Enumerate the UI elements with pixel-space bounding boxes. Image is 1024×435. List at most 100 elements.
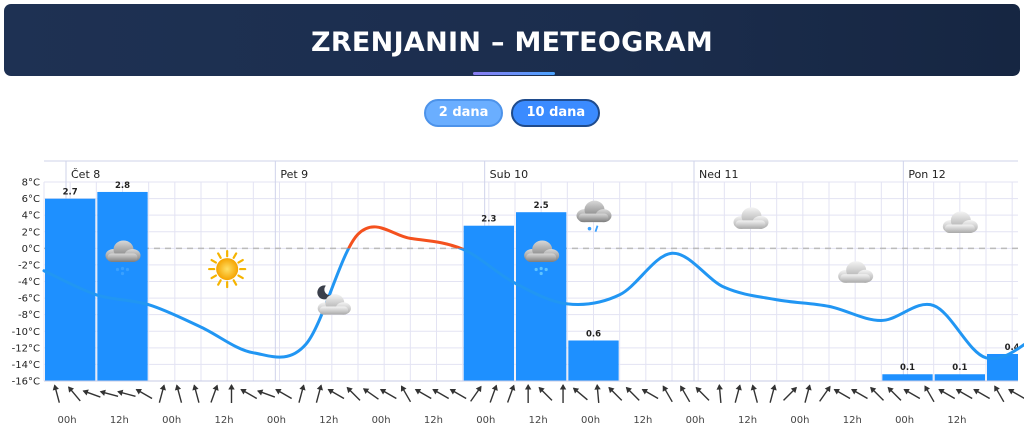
y-tick-label: 6°C	[22, 194, 40, 205]
wind-arrow	[228, 384, 235, 403]
tab-10-days[interactable]: 10 dana	[511, 99, 601, 127]
precipitation-label: 0.1	[900, 363, 915, 373]
wind-arrow	[1008, 388, 1024, 400]
wind-arrow	[158, 384, 166, 403]
wind-arrow	[524, 384, 532, 403]
wind-arrow	[833, 388, 851, 400]
precipitation-label: 2.8	[115, 181, 130, 191]
x-tick-label: 00h	[790, 415, 809, 426]
wind-arrow	[275, 388, 292, 400]
wind-arrow	[887, 386, 902, 401]
y-tick-label: -16°C	[12, 377, 40, 388]
y-tick-label: 4°C	[22, 211, 40, 222]
precipitation-bar	[97, 191, 148, 381]
y-tick-label: 8°C	[22, 178, 40, 189]
tab-2-days[interactable]: 2 dana	[423, 99, 504, 127]
wind-arrow	[973, 388, 990, 400]
wind-arrow	[82, 389, 101, 398]
range-tabs: 2 dana 10 dana	[0, 99, 1024, 127]
y-tick-label: -4°C	[18, 277, 40, 288]
precipitation-label: 2.3	[481, 215, 496, 225]
wind-arrow	[924, 385, 935, 403]
wind-arrow	[192, 384, 200, 403]
x-tick-label: 00h	[57, 415, 76, 426]
day-label: Pet 9	[280, 168, 308, 181]
title-underline	[473, 72, 555, 75]
x-tick-label: 12h	[110, 415, 129, 426]
precipitation-bar	[882, 374, 933, 381]
wind-arrow	[449, 388, 467, 400]
wind-arrow	[414, 388, 432, 400]
x-tick-label: 12h	[215, 415, 234, 426]
wind-arrow	[903, 388, 921, 400]
wind-arrow	[769, 384, 777, 403]
precipitation-label: 0.6	[586, 329, 601, 339]
wind-arrow	[608, 386, 623, 401]
wind-arrow	[432, 388, 450, 400]
x-tick-label: 12h	[633, 415, 652, 426]
y-tick-label: -8°C	[18, 310, 40, 321]
wind-arrow	[240, 388, 258, 400]
wind-arrow	[362, 388, 379, 400]
x-tick-label: 00h	[895, 415, 914, 426]
wind-arrow	[734, 384, 742, 403]
x-tick-label: 12h	[843, 415, 862, 426]
cloud-sleet-icon	[576, 200, 612, 232]
y-tick-label: -2°C	[18, 260, 40, 271]
wind-arrow	[68, 386, 81, 402]
precipitation-bar	[568, 340, 619, 381]
page-title: ZRENJANIN – METEOGRAM	[310, 27, 714, 58]
y-tick-label: -12°C	[12, 343, 40, 354]
precipitation-label: 2.7	[63, 188, 78, 198]
wind-arrow	[327, 388, 345, 400]
wind-arrow	[662, 385, 673, 403]
wind-arrow	[470, 385, 482, 402]
wind-arrow	[298, 384, 306, 403]
x-tick-label: 12h	[319, 415, 338, 426]
wind-arrow	[641, 388, 659, 400]
day-label: Čet 8	[71, 168, 100, 181]
cloud-icon	[838, 261, 874, 283]
wind-arrow	[819, 385, 831, 402]
precipitation-bar	[45, 198, 96, 381]
x-tick-label: 00h	[162, 415, 181, 426]
temperature-line-above-zero	[347, 225, 465, 249]
cloud-icon	[942, 211, 978, 233]
wind-arrow	[52, 384, 61, 403]
x-tick-label: 12h	[947, 415, 966, 426]
wind-arrow	[783, 386, 797, 401]
wind-arrow	[257, 389, 276, 398]
wind-arrow	[117, 389, 136, 398]
cloud-snow-icon	[524, 240, 560, 276]
wind-arrow	[379, 388, 397, 400]
wind-arrow	[750, 384, 759, 403]
wind-arrow	[174, 384, 183, 403]
wind-arrows	[52, 384, 1024, 404]
cloud-icon	[733, 207, 769, 229]
y-tick-label: 2°C	[22, 227, 40, 238]
cloud-rain-icon	[105, 240, 141, 276]
x-tick-label: 12h	[529, 415, 548, 426]
wind-arrow	[400, 385, 412, 403]
day-label: Sub 10	[490, 168, 528, 181]
wind-arrow	[538, 386, 553, 401]
x-tick-label: 00h	[686, 415, 705, 426]
wind-arrow	[559, 384, 567, 403]
wind-arrow	[804, 384, 812, 403]
moon-cloud-icon	[317, 285, 351, 315]
precipitation-bar	[934, 374, 985, 381]
wind-arrow	[594, 384, 601, 404]
wind-arrow	[489, 384, 498, 403]
y-tick-label: 0°C	[22, 244, 40, 255]
x-tick-label: 00h	[267, 415, 286, 426]
x-tick-label: 00h	[372, 415, 391, 426]
wind-arrow	[506, 384, 516, 403]
title-banner: ZRENJANIN – METEOGRAM	[4, 4, 1020, 76]
y-tick-label: -6°C	[18, 294, 40, 305]
wind-arrow	[346, 386, 361, 401]
wind-arrow	[99, 389, 119, 398]
wind-arrow	[938, 388, 956, 400]
wind-arrow	[572, 387, 588, 401]
x-tick-label: 12h	[738, 415, 757, 426]
